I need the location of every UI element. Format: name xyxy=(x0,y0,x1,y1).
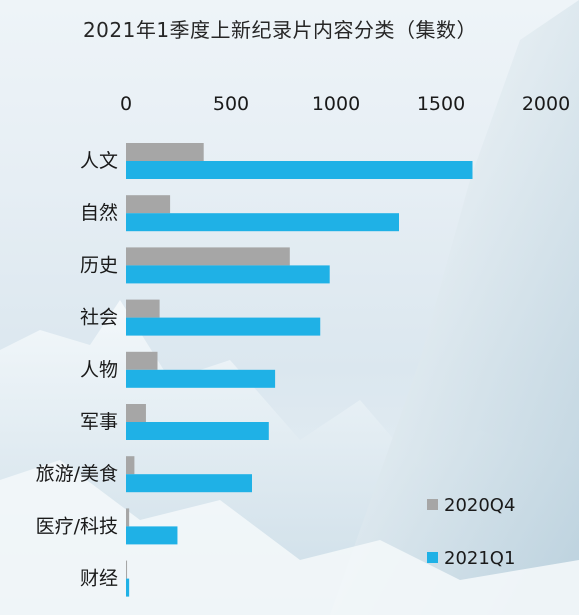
x-tick-label: 0 xyxy=(120,93,132,115)
bar-2021q1 xyxy=(126,265,330,284)
category-label: 军事 xyxy=(80,411,118,433)
bar-2021q1 xyxy=(126,526,178,545)
category-label: 人物 xyxy=(80,359,118,381)
category-label: 社会 xyxy=(80,307,118,329)
bar-2021q1 xyxy=(126,317,321,336)
bar-2021q1 xyxy=(126,422,269,440)
bar-2020q4 xyxy=(126,195,171,214)
bar-2021q1 xyxy=(126,213,399,232)
category-label: 旅游/美食 xyxy=(36,463,118,485)
legend-swatch xyxy=(427,499,438,510)
bar-2020q4 xyxy=(126,508,130,527)
bar-2020q4 xyxy=(126,351,158,370)
bar-2020q4 xyxy=(126,404,146,422)
bar-2021q1 xyxy=(126,474,252,493)
legend-label: 2021Q1 xyxy=(444,548,515,569)
x-axis-ticks: 0 500 1000 1500 2000 xyxy=(120,93,570,115)
chart-title: 2021年1季度上新纪录片内容分类（集数） xyxy=(82,18,478,42)
category-label: 财经 xyxy=(80,568,118,590)
x-tick-label: 1000 xyxy=(312,93,360,115)
legend: 2020Q4 2021Q1 xyxy=(427,495,515,569)
category-label: 自然 xyxy=(80,202,118,224)
bar-2020q4 xyxy=(126,247,290,266)
legend-label: 2020Q4 xyxy=(444,495,515,516)
bar-2021q1 xyxy=(126,578,130,597)
x-tick-label: 1500 xyxy=(417,93,465,115)
x-tick-label: 500 xyxy=(213,93,249,115)
bar-2021q1 xyxy=(126,369,276,388)
category-label: 历史 xyxy=(80,254,118,276)
bars xyxy=(126,143,473,597)
bar-2020q4 xyxy=(126,560,128,579)
category-label: 医疗/科技 xyxy=(36,515,118,537)
bar-2020q4 xyxy=(126,299,160,318)
bar-2021q1 xyxy=(126,161,473,179)
category-label: 人文 xyxy=(80,150,118,172)
bar-2020q4 xyxy=(126,143,204,161)
bar-2020q4 xyxy=(126,456,135,475)
x-tick-label: 2000 xyxy=(522,93,570,115)
legend-swatch xyxy=(427,552,438,563)
